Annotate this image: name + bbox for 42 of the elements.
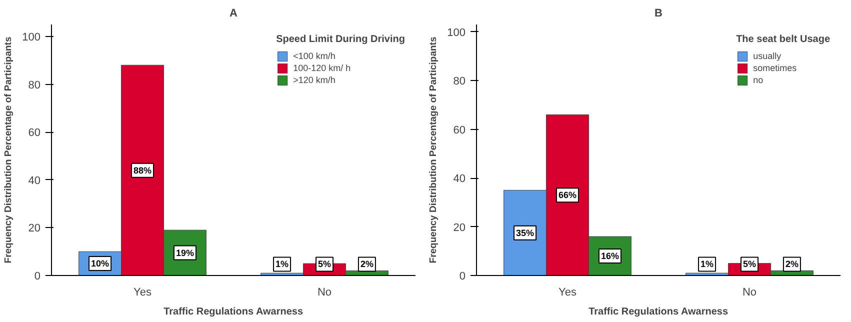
data-label: 2% <box>360 259 374 270</box>
y-tick-label: 80 <box>28 79 41 92</box>
data-label: 19% <box>176 248 194 258</box>
chart-title: B <box>654 8 663 20</box>
legend-label: no <box>753 74 764 86</box>
legend-label: 100-120 km/ h <box>293 62 351 74</box>
data-label: 10% <box>91 258 110 269</box>
data-label: 5% <box>318 259 332 270</box>
legend-label: <100 km/h <box>293 50 336 62</box>
y-tick-label: 0 <box>459 270 466 282</box>
y-tick-label: 20 <box>28 222 41 235</box>
y-axis-title: Frequency Distribution Percentage of Participants <box>3 36 14 264</box>
x-tick-label: No <box>317 286 332 298</box>
x-tick-label: Yes <box>558 286 577 298</box>
x-axis-title: Traffic Regulations Awarness <box>588 306 728 318</box>
x-axis-title: Traffic Regulations Awarness <box>164 306 304 318</box>
y-tick-label: 40 <box>453 173 466 186</box>
data-label: 35% <box>516 228 534 238</box>
x-tick-label: No <box>742 286 757 298</box>
y-tick-label: 60 <box>28 127 41 140</box>
y-tick-label: 100 <box>447 26 466 39</box>
legend-label: usually <box>753 50 782 62</box>
data-label: 1% <box>276 259 289 270</box>
y-tick-label: 0 <box>34 270 41 282</box>
y-tick-label: 100 <box>22 31 41 44</box>
y-tick-label: 80 <box>453 76 466 88</box>
x-tick-label: Yes <box>134 286 152 298</box>
data-label: 5% <box>742 259 756 270</box>
data-label: 2% <box>785 259 798 270</box>
data-label: 16% <box>600 251 619 262</box>
legend-title: Speed Limit During Driving <box>276 34 405 45</box>
y-axis-title: Frequency Distribution Percentage of Participants <box>428 36 440 264</box>
legend-label: sometimes <box>753 62 797 74</box>
legend-title: The seat belt Usage <box>736 34 830 45</box>
data-label: 66% <box>558 190 577 200</box>
legend-label: >120 km/h <box>293 74 336 86</box>
data-label: 1% <box>700 259 714 270</box>
data-label: 88% <box>133 165 152 176</box>
y-tick-label: 60 <box>453 124 466 136</box>
y-tick-label: 40 <box>28 174 41 187</box>
chart-title: A <box>230 8 238 20</box>
y-tick-label: 20 <box>453 222 466 234</box>
